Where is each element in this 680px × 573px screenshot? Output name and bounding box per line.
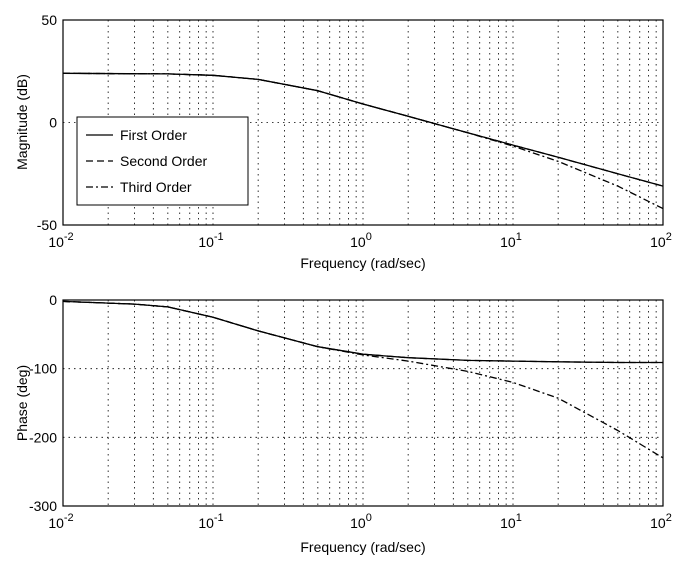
phase-plot: 10-2 10-1 100 101 102 0 -100 -200 -300 Frequenc… (14, 292, 672, 555)
x-tick-label: 101 (500, 231, 522, 250)
x-tick-label: 100 (350, 231, 372, 250)
legend-label-second-order: Second Order (120, 153, 207, 169)
phase-y-axis-label: Phase (deg) (14, 365, 30, 441)
magnitude-plot-frame (62, 19, 664, 226)
phase-series-third-order-line (62, 300, 664, 459)
phase-series-first-order-line (62, 300, 663, 364)
phase-x-tick-labels: 10-2 10-1 100 101 102 (48, 512, 672, 531)
legend: First Order Second Order Third Order (76, 116, 249, 206)
phase-plot-frame (62, 299, 664, 507)
phase-x-axis-label: Frequency (rad/sec) (300, 539, 425, 555)
legend-label-first-order: First Order (120, 127, 187, 143)
magnitude-y-tick-labels: 50 0 -50 (37, 12, 57, 233)
magnitude-series-third-order-line (62, 72, 664, 210)
phase-series-second-order-line (62, 300, 663, 364)
y-tick-label: 50 (41, 12, 57, 28)
y-tick-label: -200 (29, 429, 57, 445)
y-tick-label: 0 (49, 115, 57, 131)
legend-box (76, 116, 249, 206)
magnitude-x-tick-labels: 10-2 10-1 100 101 102 (48, 231, 672, 250)
magnitude-y-axis-label: Magnitude (dB) (14, 74, 30, 170)
magnitude-series-group (62, 72, 664, 210)
legend-label-third-order: Third Order (120, 179, 192, 195)
x-tick-label: 102 (650, 231, 672, 250)
x-tick-label: 101 (500, 512, 522, 531)
y-tick-label: 0 (49, 292, 57, 308)
x-tick-label: 100 (350, 512, 372, 531)
phase-y-tick-labels: 0 -100 -200 -300 (29, 292, 57, 514)
x-tick-label: 102 (650, 512, 672, 531)
magnitude-plot: 10-2 10-1 100 101 102 50 0 -50 Frequency (rad/… (14, 12, 672, 271)
y-tick-label: -100 (29, 361, 57, 377)
phase-grid (63, 300, 663, 506)
phase-series-group (62, 300, 664, 459)
x-tick-label: 10-2 (48, 231, 73, 250)
y-tick-label: -50 (37, 217, 57, 233)
y-tick-label: -300 (29, 498, 57, 514)
magnitude-x-axis-label: Frequency (rad/sec) (300, 255, 425, 271)
x-tick-label: 10-1 (198, 231, 223, 250)
x-tick-label: 10-2 (48, 512, 73, 531)
x-tick-label: 10-1 (198, 512, 223, 531)
